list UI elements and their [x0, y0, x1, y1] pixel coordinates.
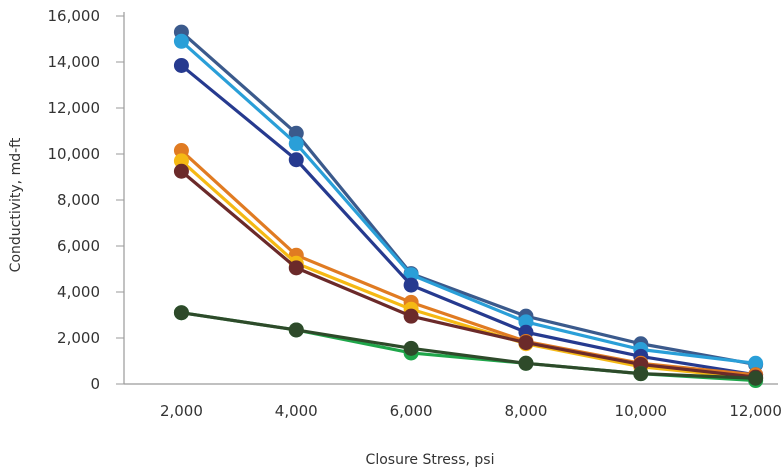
y-tick-label: 2,000: [57, 329, 100, 347]
data-point: [518, 314, 534, 330]
data-point: [403, 308, 419, 324]
series-line: [180, 64, 756, 377]
series-1: [173, 24, 764, 372]
series-2: [173, 33, 764, 371]
data-point: [403, 277, 419, 293]
series-line: [180, 159, 756, 380]
x-tick-label: 2,000: [160, 402, 203, 420]
series-line: [180, 30, 756, 367]
data-point: [288, 322, 304, 338]
data-point: [288, 125, 304, 141]
y-tick-label: 16,000: [48, 7, 101, 25]
data-point: [173, 33, 189, 49]
data-point: [173, 163, 189, 179]
series-line: [180, 170, 756, 379]
axes: [116, 12, 778, 385]
y-tick-label: 10,000: [48, 145, 101, 163]
x-tick-label: 12,000: [729, 402, 782, 420]
y-tick-label: 14,000: [48, 53, 101, 71]
x-tick-label: 6,000: [390, 402, 433, 420]
x-tick-label: 4,000: [275, 402, 318, 420]
series-line: [181, 311, 756, 380]
data-point: [748, 355, 764, 371]
series-8: [173, 305, 764, 386]
y-tick-label: 0: [90, 375, 100, 393]
x-axis-title: Closure Stress, psi: [366, 452, 495, 468]
y-axis-title: Conductivity, md-ft: [8, 137, 24, 272]
y-tick-label: 4,000: [57, 283, 100, 301]
data-point: [173, 305, 189, 321]
data-point: [518, 335, 534, 351]
series-line: [180, 40, 756, 365]
data-point: [173, 143, 189, 159]
x-tick-label: 10,000: [615, 402, 668, 420]
data-point: [633, 366, 649, 382]
data-point: [288, 152, 304, 168]
y-tick-label: 12,000: [48, 99, 101, 117]
data-point: [173, 57, 189, 73]
y-tick-label: 6,000: [57, 237, 100, 255]
series-3: [173, 57, 764, 383]
y-tick-label: 8,000: [57, 191, 100, 209]
data-point: [173, 153, 189, 169]
data-point: [288, 260, 304, 276]
series-layer: [173, 24, 764, 389]
data-point: [288, 136, 304, 152]
series-4: [173, 143, 764, 383]
tick-labels: 0 2,000 4,000 6,000 8,000 10,000 12,000 14,000 1…: [48, 7, 782, 420]
data-point: [748, 370, 764, 386]
data-point: [518, 355, 534, 371]
series-line: [180, 149, 756, 377]
x-tick-label: 8,000: [504, 402, 547, 420]
data-point: [403, 340, 419, 356]
data-point: [403, 267, 419, 283]
